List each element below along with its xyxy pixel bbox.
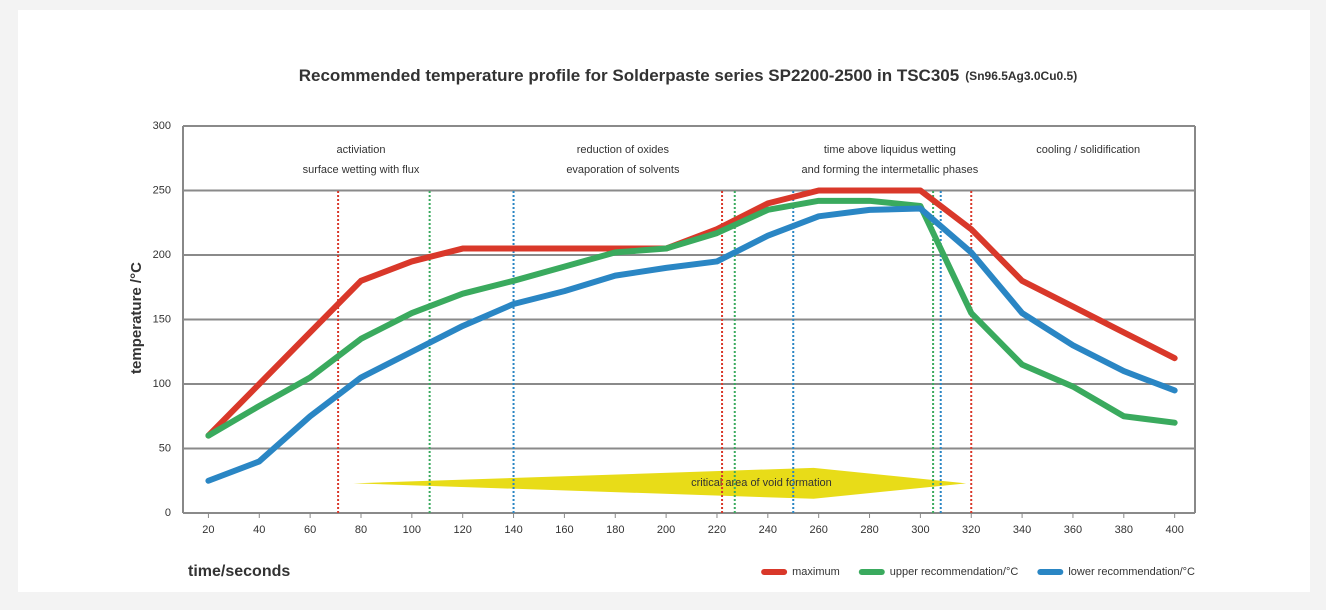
phase-label: evaporation of solvents (566, 164, 680, 176)
x-tick-label: 400 (1165, 524, 1183, 536)
x-tick-label: 140 (504, 524, 522, 536)
y-tick-label: 200 (153, 249, 171, 261)
x-tick-label: 260 (809, 524, 827, 536)
phase-label: reduction of oxides (577, 144, 670, 156)
legend-label: upper recommendation/°C (890, 566, 1019, 578)
y-tick-label: 250 (153, 184, 171, 196)
legend-item: lower recommendation/°C (1037, 566, 1195, 578)
x-tick-label: 240 (759, 524, 777, 536)
y-tick-label: 150 (153, 313, 171, 325)
series-line (205, 205, 1178, 484)
y-axis-label: temperature /°C (128, 262, 145, 374)
void-area (353, 467, 967, 499)
title-main: Recommended temperature profile for Sold… (299, 66, 959, 85)
x-tick-label: 200 (657, 524, 675, 536)
y-tick-label: 50 (159, 442, 171, 454)
panel (18, 10, 1310, 592)
x-axis-label: time/seconds (188, 563, 290, 580)
x-tick-label: 300 (911, 524, 929, 536)
phase-label: surface wetting with flux (303, 164, 420, 176)
x-tick-label: 80 (355, 524, 367, 536)
legend-label: lower recommendation/°C (1068, 566, 1195, 578)
x-tick-label: 360 (1064, 524, 1082, 536)
x-tick-label: 180 (606, 524, 624, 536)
x-tick-label: 100 (403, 524, 421, 536)
y-tick-label: 0 (165, 507, 171, 519)
phase-label: time above liquidus wetting (824, 144, 956, 156)
legend-item: maximum (761, 566, 840, 578)
y-tick-label: 300 (153, 120, 171, 132)
x-tick-label: 120 (454, 524, 472, 536)
phase-label: cooling / solidification (1036, 144, 1140, 156)
title-note: (Sn96.5Ag3.0Cu0.5) (965, 69, 1077, 83)
y-tick-label: 100 (153, 378, 171, 390)
x-tick-label: 220 (708, 524, 726, 536)
series-line (205, 197, 1178, 439)
x-tick-label: 60 (304, 524, 316, 536)
legend-item: upper recommendation/°C (858, 566, 1019, 578)
x-tick-label: 40 (253, 524, 265, 536)
x-tick-label: 280 (860, 524, 878, 536)
x-tick-label: 340 (1013, 524, 1031, 536)
x-tick-label: 20 (202, 524, 214, 536)
phase-label: activiation (337, 144, 386, 156)
void-area-label: critical area of void formation (691, 477, 832, 489)
x-tick-label: 320 (962, 524, 980, 536)
x-tick-label: 160 (555, 524, 573, 536)
chart-title: Recommended temperature profile for Sold… (299, 66, 1077, 85)
legend-label: maximum (792, 566, 840, 578)
phase-label: and forming the intermetallic phases (802, 164, 979, 176)
x-tick-label: 380 (1115, 524, 1133, 536)
